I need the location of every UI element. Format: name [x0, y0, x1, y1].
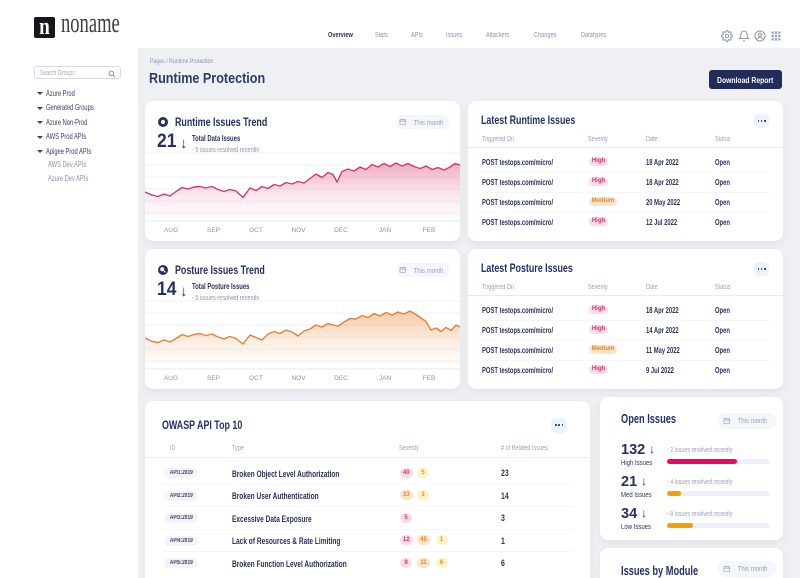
svg-text:JAN: JAN — [379, 227, 392, 234]
svg-text:AUG: AUG — [164, 375, 178, 382]
svg-text:DEC: DEC — [334, 227, 348, 234]
svg-text:OCT: OCT — [249, 375, 263, 382]
svg-text:FEB: FEB — [423, 227, 436, 234]
svg-text:AUG: AUG — [164, 227, 178, 234]
svg-text:JAN: JAN — [379, 375, 392, 382]
svg-text:SEP: SEP — [207, 375, 220, 382]
svg-text:DEC: DEC — [334, 375, 348, 382]
svg-text:FEB: FEB — [423, 375, 436, 382]
svg-text:SEP: SEP — [207, 227, 220, 234]
svg-text:NOV: NOV — [291, 227, 306, 234]
svg-text:OCT: OCT — [249, 227, 263, 234]
svg-text:NOV: NOV — [291, 375, 306, 382]
